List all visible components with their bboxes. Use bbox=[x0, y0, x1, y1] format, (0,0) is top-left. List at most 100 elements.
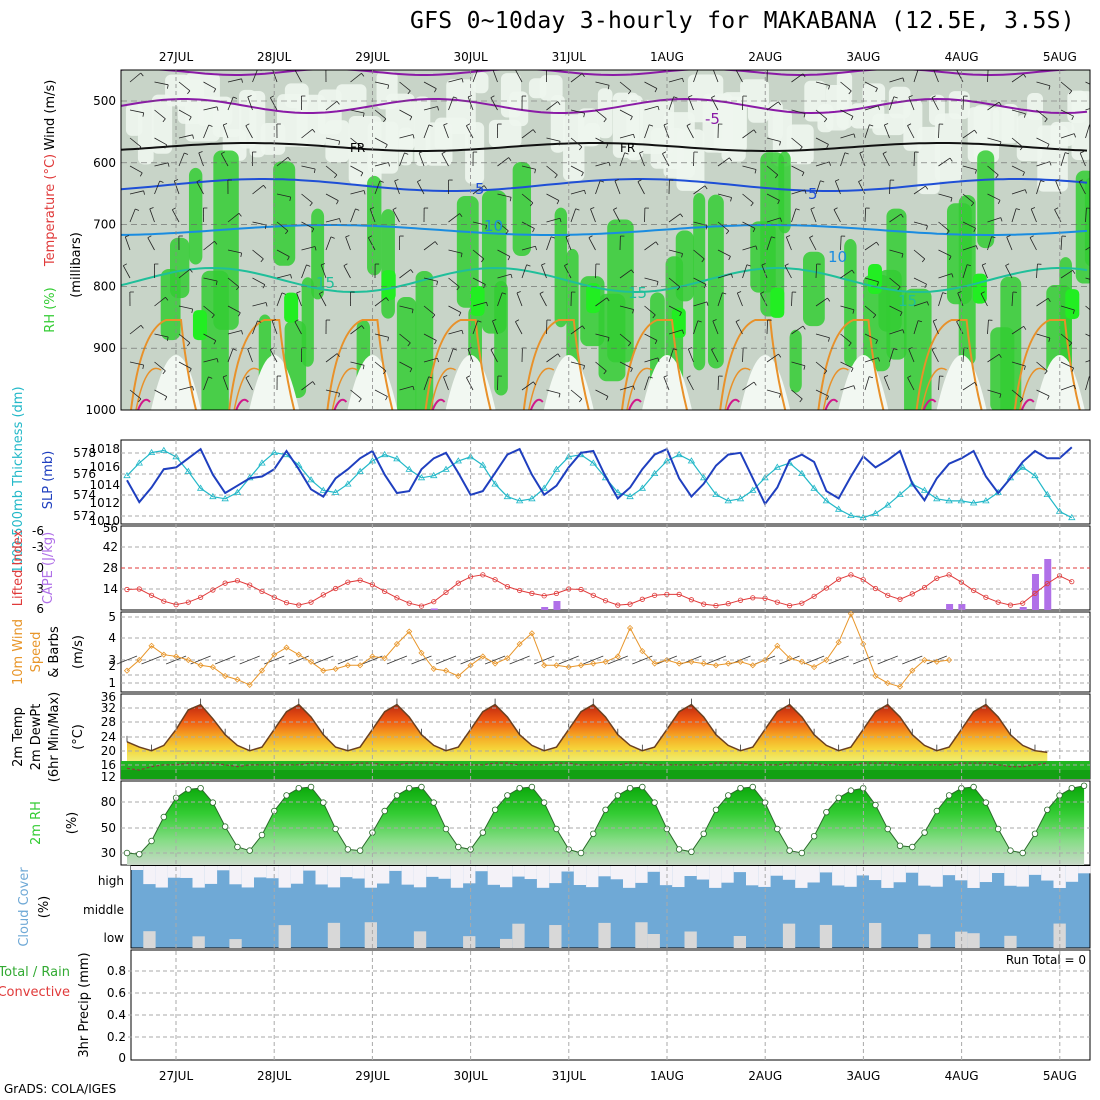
thickness-point bbox=[589, 459, 597, 466]
rh-point bbox=[614, 792, 621, 799]
wind-barb bbox=[215, 655, 236, 665]
panel-label: (m/s) bbox=[71, 635, 86, 669]
high-cloud-gap bbox=[192, 866, 205, 888]
high-cloud-gap bbox=[758, 866, 771, 887]
rh-point bbox=[356, 847, 364, 854]
thickness-point bbox=[540, 484, 548, 491]
thickness-point bbox=[969, 499, 978, 506]
date-label-top: 1AUG bbox=[650, 50, 684, 64]
wind-point bbox=[320, 667, 327, 674]
li-point bbox=[234, 578, 241, 584]
wind-point bbox=[185, 656, 192, 664]
wind-point bbox=[332, 665, 339, 672]
wind-point bbox=[663, 656, 670, 664]
thickness-point bbox=[491, 480, 499, 487]
cloud-level-label: high bbox=[98, 874, 124, 888]
wind-point bbox=[222, 672, 229, 680]
wind-point bbox=[565, 664, 572, 671]
high-cloud-gap bbox=[413, 866, 427, 888]
wind-barb bbox=[902, 655, 923, 665]
high-cloud-gap bbox=[536, 866, 550, 888]
wind-point bbox=[516, 640, 523, 648]
thickness-point bbox=[319, 486, 328, 493]
cape-bar bbox=[1019, 607, 1027, 610]
wind-point bbox=[737, 658, 744, 665]
high-cloud-gap bbox=[733, 866, 746, 873]
date-label-bottom: 5AUG bbox=[1043, 1069, 1077, 1083]
thickness-point bbox=[307, 476, 315, 483]
li-point bbox=[615, 602, 621, 608]
li-point bbox=[1032, 590, 1038, 596]
wind-point bbox=[307, 658, 315, 665]
axis-tick: 14 bbox=[103, 582, 118, 596]
axis-tick: 1 bbox=[108, 676, 116, 690]
low-cloud-gap bbox=[192, 936, 205, 948]
high-cloud-gap bbox=[1016, 866, 1029, 887]
li-point bbox=[332, 585, 339, 592]
rh-point bbox=[528, 783, 536, 791]
li-point bbox=[578, 586, 584, 593]
li-point bbox=[909, 591, 915, 597]
li-point bbox=[934, 575, 940, 581]
li-point bbox=[774, 599, 780, 605]
high-cloud-gap bbox=[524, 866, 537, 880]
panel-label: & Barbs bbox=[47, 626, 62, 678]
rh-point bbox=[823, 809, 830, 816]
wind-point bbox=[136, 656, 143, 664]
wind-point bbox=[258, 667, 266, 674]
rh-point bbox=[553, 825, 560, 833]
thickness-point bbox=[417, 474, 426, 481]
axis-tick: -3 bbox=[32, 540, 44, 554]
thickness-point bbox=[945, 497, 953, 504]
rh-point bbox=[921, 829, 928, 836]
li-point bbox=[676, 591, 682, 597]
li-point bbox=[713, 603, 719, 609]
thickness-point bbox=[638, 484, 647, 491]
axis-tick: 24 bbox=[101, 730, 116, 744]
precip-total-label: Total / Rain bbox=[0, 965, 70, 980]
li-point bbox=[1007, 602, 1014, 608]
thickness-point bbox=[221, 495, 229, 502]
li-point bbox=[553, 590, 560, 596]
high-cloud-gap bbox=[770, 866, 783, 876]
upper-air-panel: 500 600 700 800 900 1000 FR FR -5 5 5 10 10 15 15 15 bbox=[85, 69, 1091, 417]
axis-tick: 16 bbox=[101, 758, 116, 772]
rh-point bbox=[406, 785, 413, 792]
high-cloud-gap bbox=[930, 866, 943, 887]
thickness-point bbox=[356, 467, 364, 474]
low-cloud-gap bbox=[512, 923, 525, 948]
li-point bbox=[737, 597, 744, 603]
wind-point bbox=[627, 624, 634, 632]
high-cloud-gap bbox=[229, 866, 242, 885]
panel-label: Temperature (°C) bbox=[43, 154, 58, 267]
li-point bbox=[652, 592, 658, 598]
high-cloud-gap bbox=[856, 866, 869, 876]
high-cloud-gap bbox=[893, 866, 906, 883]
thickness-point bbox=[614, 488, 622, 495]
rh-point bbox=[197, 785, 204, 792]
high-cloud-gap bbox=[598, 866, 611, 877]
wind-point bbox=[430, 665, 437, 672]
wind-point bbox=[541, 662, 548, 669]
li-point bbox=[517, 587, 523, 594]
wind-barb bbox=[386, 655, 408, 665]
thickness-point bbox=[528, 495, 536, 502]
contour-label: -5 bbox=[705, 110, 720, 128]
axis-tick: 1018 bbox=[89, 442, 120, 456]
wind-point bbox=[933, 658, 940, 665]
li-point bbox=[431, 599, 437, 605]
li-point bbox=[320, 592, 326, 598]
li-point bbox=[504, 583, 510, 590]
thickness-point bbox=[393, 455, 401, 462]
rh-point bbox=[320, 799, 327, 806]
high-cloud-gap bbox=[955, 866, 968, 881]
axis-tick: 36 bbox=[101, 690, 116, 704]
low-cloud-gap bbox=[229, 939, 242, 948]
rh-point bbox=[430, 799, 437, 806]
axis-tick: 572 bbox=[73, 509, 96, 523]
rh-point bbox=[1044, 806, 1051, 813]
wind-point bbox=[847, 610, 854, 617]
thickness-point bbox=[650, 469, 659, 476]
date-label-top: 2AUG bbox=[748, 50, 782, 64]
